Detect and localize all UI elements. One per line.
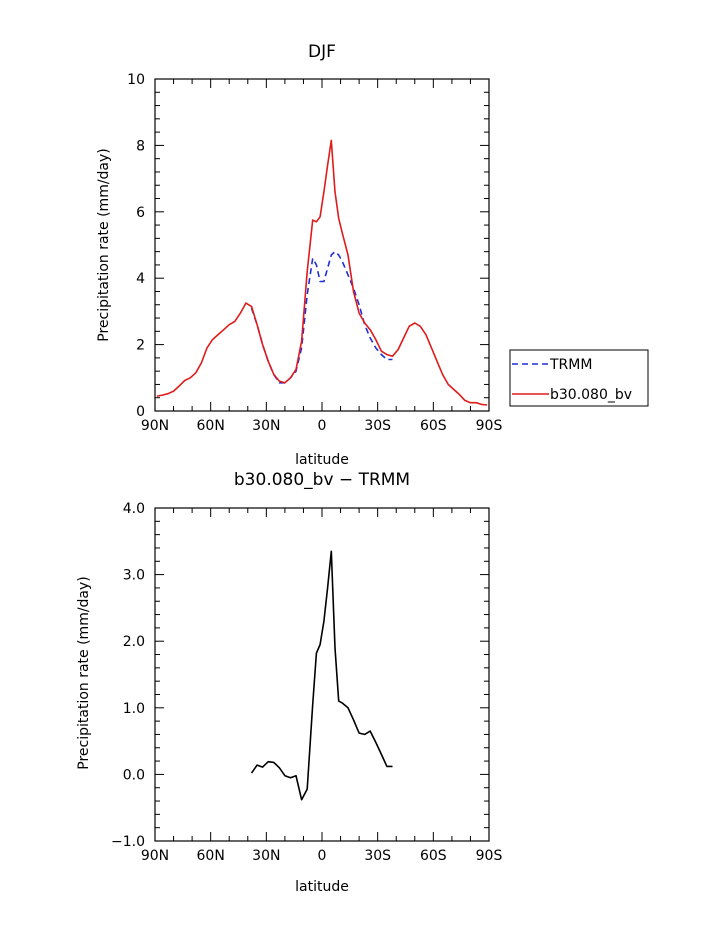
series-line-first: [250, 250, 393, 384]
x-tick-label: 30S: [364, 848, 391, 864]
y-tick-label: 0: [136, 404, 145, 420]
y-tick-label: 4: [136, 271, 145, 287]
x-tick-label: 60N: [197, 418, 225, 434]
y-tick-label: 2: [136, 338, 145, 354]
y-tick-label: 3.0: [123, 568, 145, 584]
x-tick-label: 90S: [476, 418, 503, 434]
y-tick-label: 0.0: [123, 767, 145, 783]
legend-box: [509, 349, 649, 407]
chart-title: DJF: [308, 42, 336, 62]
tick-labels: 90N 60N 30N 0 30S 60S 90S −1.0 0.0 1.0 2.0 3.0 4.0: [111, 501, 502, 864]
y-tick-label: 2.0: [123, 634, 145, 650]
y-axis-label: Precipitation rate (mm/day): [96, 148, 112, 342]
legend: TRMM b30.080_bv: [509, 349, 649, 407]
bottom-chart: b30.080_bv − TRMM 90N 60N 30N 0 30S 60S 90S −1.…: [76, 470, 502, 895]
x-tick-label: 0: [318, 848, 327, 864]
x-tick-label: 60N: [197, 848, 225, 864]
series-group: [156, 139, 488, 406]
axis-ticks: [154, 507, 490, 842]
x-tick-label: 30S: [364, 418, 391, 434]
plot-frame: [154, 507, 490, 842]
x-axis-label: latitude: [295, 879, 349, 895]
legend-label-model: b30.080_bv: [550, 387, 632, 403]
x-tick-label: 60S: [420, 418, 447, 434]
x-axis-label: latitude: [295, 452, 349, 468]
series-line-second: [156, 139, 488, 406]
axis-ticks: [154, 78, 490, 412]
chart-title: b30.080_bv − TRMM: [234, 470, 410, 490]
x-tick-label: 30N: [252, 418, 280, 434]
x-tick-label: 30N: [252, 848, 280, 864]
x-tick-label: 90N: [141, 848, 169, 864]
y-tick-label: 10: [127, 72, 145, 88]
x-tick-label: 90S: [476, 848, 503, 864]
y-tick-label: −1.0: [111, 834, 145, 850]
x-tick-label: 0: [318, 418, 327, 434]
y-tick-label: 8: [136, 138, 145, 154]
x-tick-label: 90N: [141, 418, 169, 434]
y-axis-label: Precipitation rate (mm/day): [76, 576, 92, 770]
y-tick-label: 1.0: [123, 701, 145, 717]
y-tick-label: 4.0: [123, 501, 145, 517]
series-line-first: [250, 550, 393, 801]
y-tick-label: 6: [136, 205, 145, 221]
x-tick-label: 60S: [420, 848, 447, 864]
plot-frame: [154, 78, 490, 412]
legend-label-trmm: TRMM: [549, 357, 592, 373]
series-group: [250, 550, 393, 801]
tick-labels: 90N 60N 30N 0 30S 60S 90S 0 2 4 6 8 10: [127, 72, 502, 434]
